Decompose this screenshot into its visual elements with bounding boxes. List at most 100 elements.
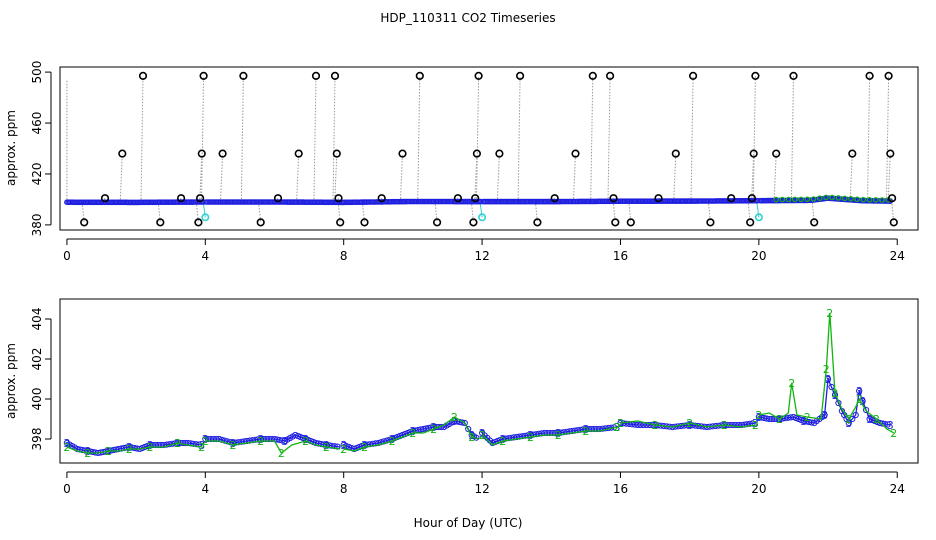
outlier-connector	[496, 153, 500, 202]
x-tick-label: 0	[63, 482, 71, 496]
series-blue-glyph: 3	[499, 433, 506, 446]
outlier-point	[550, 194, 559, 203]
outlier-connector	[474, 153, 478, 202]
y-tick-label: 420	[30, 163, 44, 186]
series-green-glyph: 2	[826, 307, 833, 320]
outlier-connector	[673, 153, 677, 202]
series-blue-point	[689, 422, 696, 429]
outlier-point	[194, 218, 203, 227]
cyan-point	[478, 213, 487, 222]
series-blue-glyph: 3	[825, 373, 832, 386]
outlier-connector	[867, 75, 871, 201]
series-green-glyph: 2	[582, 425, 589, 438]
series-green-glyph: 2	[776, 413, 783, 426]
top-y-axis: 380 420 460 500	[30, 61, 52, 236]
baseline-green-point	[785, 196, 792, 203]
series-blue-glyph: 3	[752, 417, 759, 430]
series-blue-glyph: 3	[832, 389, 839, 402]
series-green-glyph: 2	[555, 429, 562, 442]
figure-title: HDP_110311 CO2 Timeseries	[380, 11, 555, 25]
outlier-point	[415, 71, 424, 80]
series-blue-point	[692, 422, 699, 429]
series-blue-point	[602, 425, 609, 432]
baseline-green-point	[798, 196, 804, 203]
outlier-connector	[337, 202, 341, 223]
baseline-green-point	[779, 196, 786, 203]
top-cyan-markers	[201, 213, 763, 222]
outlier-point	[495, 149, 504, 158]
outlier-point	[810, 218, 819, 227]
series-green-glyph: 2	[63, 441, 70, 454]
outlier-connector	[332, 75, 336, 203]
outlier-connector	[752, 75, 756, 201]
outlier-connector	[572, 153, 576, 202]
outlier-point	[789, 71, 798, 80]
series-blue-glyph: 3	[856, 385, 863, 398]
x-tick-label: 16	[613, 249, 628, 263]
y-tick-label: 404	[30, 308, 44, 331]
series-blue-point	[646, 421, 653, 429]
series-blue-point	[631, 421, 639, 428]
outlier-connector	[707, 200, 711, 223]
y-tick-label: 402	[30, 348, 44, 371]
series-green-glyph: 2	[856, 393, 863, 406]
series-blue-point	[637, 421, 644, 429]
series-green-glyph: 2	[84, 447, 91, 460]
series-green-glyph: 2	[430, 423, 437, 436]
series-green-glyph: 2	[198, 441, 205, 454]
x-tick-label: 4	[201, 482, 209, 496]
outlier-point	[398, 149, 407, 158]
series-blue-glyph: 3	[361, 439, 368, 452]
bottom-plot-frame	[59, 298, 919, 464]
outlier-point	[332, 149, 341, 158]
outlier-connector	[81, 202, 85, 223]
series-blue-glyph: 3	[63, 437, 70, 450]
top-y-axis-label: approx. ppm	[4, 110, 18, 186]
series-green-glyph: 2	[302, 435, 309, 448]
series-blue-glyph: 3	[409, 425, 416, 438]
series-blue-glyph: 3	[479, 427, 486, 440]
outlier-point	[515, 71, 525, 80]
outlier-point	[218, 149, 227, 158]
x-tick-label: 0	[63, 249, 71, 263]
outlier-point	[156, 218, 165, 227]
x-axis-label: Hour of Day (UTC)	[414, 516, 523, 530]
series-blue-glyph: 3	[84, 445, 91, 458]
series-green-glyph: 2	[230, 439, 237, 452]
baseline-green-point	[835, 195, 842, 201]
outlier-connector	[751, 153, 755, 201]
baseline-green-point	[854, 196, 860, 203]
baseline-green-point	[841, 195, 848, 202]
series-blue-glyph: 3	[389, 433, 396, 446]
series-green-glyph: 2	[788, 377, 795, 390]
baseline-green-point	[791, 196, 798, 203]
x-tick-label: 12	[474, 249, 489, 263]
outlier-point	[609, 194, 618, 203]
outlier-connector	[790, 75, 794, 201]
outlier-connector	[891, 201, 895, 223]
outlier-point	[433, 218, 442, 227]
series-green-glyph: 2	[832, 387, 839, 400]
series-blue-point	[845, 419, 852, 427]
x-tick-label: 24	[890, 482, 905, 496]
baseline-green-point	[866, 197, 873, 203]
top-baseline-markers	[64, 194, 894, 206]
outlier-point	[727, 194, 736, 203]
outlier-connector	[590, 75, 594, 202]
series-green-glyph: 2	[755, 409, 762, 422]
series-blue-glyph: 3	[527, 429, 534, 442]
outlier-point	[196, 194, 205, 203]
series-blue-point	[680, 422, 688, 429]
outlier-connector	[201, 75, 205, 203]
outlier-connector	[690, 75, 694, 202]
series-green-glyph: 2	[361, 441, 368, 454]
outlier-point	[588, 71, 597, 80]
series-blue-glyph: 3	[887, 419, 894, 432]
series-green-glyph: 2	[409, 427, 416, 440]
outlier-point	[533, 218, 542, 227]
outlier-point	[360, 218, 369, 227]
outlier-point	[239, 71, 248, 80]
series-blue-point	[863, 406, 870, 414]
series-green-glyph: 2	[845, 413, 852, 426]
outlier-connector	[886, 75, 890, 202]
